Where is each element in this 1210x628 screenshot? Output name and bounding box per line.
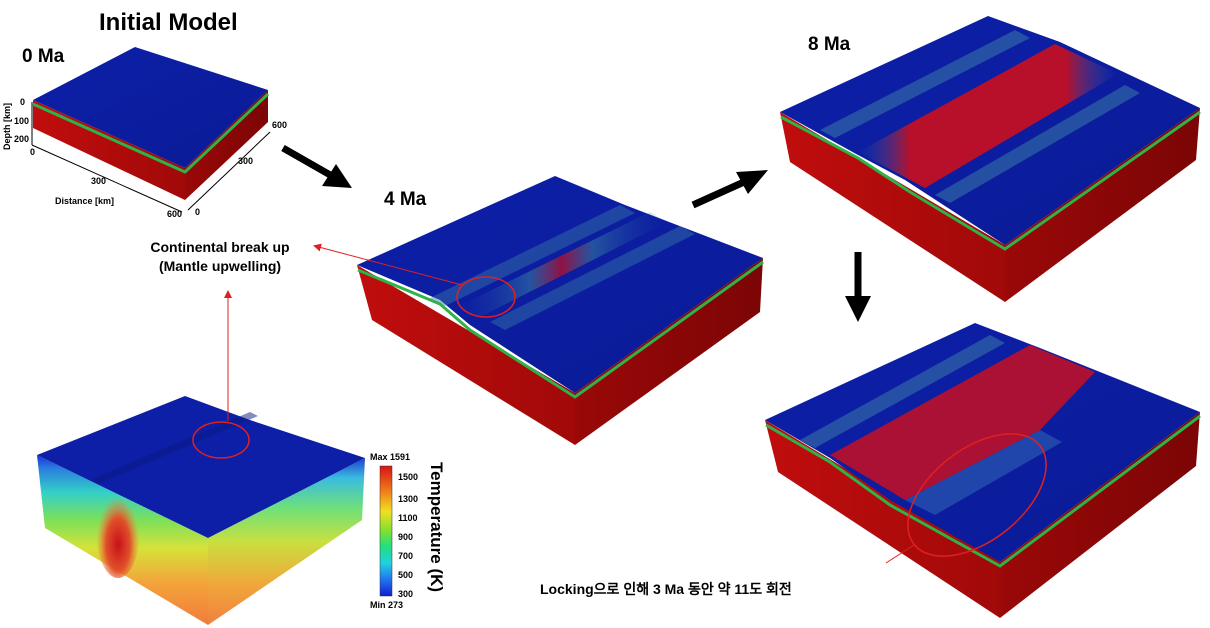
upwelling-highlight-circle: [192, 421, 250, 459]
colorbar-tick-1100: 1100: [398, 513, 418, 523]
block-8ma-front-face: [780, 112, 1005, 302]
depth-axis-label: Depth [km]: [2, 103, 12, 150]
temperature-block-side-face: [208, 458, 365, 625]
block-8ma-shoulder-right: [935, 85, 1140, 203]
colorbar-title: Temperature (K): [427, 462, 446, 593]
side-tick-0: 0: [195, 207, 201, 217]
figure-title: Initial Model: [99, 9, 238, 36]
block-11ma: [765, 323, 1201, 618]
block-4ma-rift-band: [455, 212, 668, 318]
stage-label-0ma: 0 Ma: [22, 46, 65, 67]
depth-tick-0: 0: [20, 97, 26, 107]
callout-pointer-line: [313, 243, 463, 286]
side-axis-line: [187, 131, 271, 211]
rift-highlight-circle-4ma: [456, 276, 516, 318]
depth-tick-100: 100: [14, 116, 30, 126]
colorbar-tick-300: 300: [398, 589, 414, 599]
block-0ma-boundary-line: [32, 92, 270, 174]
stage-label-4ma: 4 Ma: [384, 189, 427, 210]
depth-tick-200: 200: [14, 134, 30, 144]
block-8ma: [780, 16, 1201, 302]
colorbar-min-value: 273: [388, 600, 404, 610]
distance-axis-line: [31, 144, 183, 213]
distance-tick-0: 0: [30, 147, 36, 157]
temperature-block: [37, 396, 365, 625]
colorbar-max-label: Max: [370, 452, 388, 462]
rotation-highlight-ellipse: [907, 433, 1047, 557]
breakup-callout-line1: Continental break up: [150, 239, 290, 255]
block-11ma-side-face: [1000, 412, 1200, 618]
colorbar-max: Max 1591: [370, 452, 410, 462]
distance-axis-label: Distance [km]: [55, 196, 115, 206]
arrow-8-to-11: [845, 252, 871, 322]
block-0ma-front-face: [33, 100, 185, 200]
block-4ma-side-face: [575, 258, 763, 445]
block-11ma-shoulder-left: [800, 335, 1005, 448]
distance-tick-600: 600: [167, 209, 183, 219]
block-8ma-boundary-line: [780, 110, 1201, 251]
rotation-callout: Locking으로 인해 3 Ma 동안 약 11도 회전: [540, 581, 792, 597]
block-4ma-rift-shoulder-right: [490, 226, 695, 330]
block-0ma-side-face: [185, 90, 268, 200]
colorbar-min: Min 273: [370, 600, 403, 610]
block-8ma-shoulder-left: [820, 30, 1030, 138]
colorbar-tick-1500: 1500: [398, 472, 419, 482]
block-4ma-rift-shoulder-left: [430, 205, 635, 306]
arrow-0-to-4: [281, 144, 352, 188]
mantle-plume-shape: [96, 482, 140, 578]
block-4ma-boundary-line: [357, 260, 764, 399]
colorbar-max-value: 1591: [390, 452, 411, 462]
breakup-callout-line2: (Mantle upwelling): [158, 258, 282, 274]
block-0ma: [31, 47, 271, 213]
block-4ma-front-face: [357, 265, 575, 445]
colorbar-gradient: [379, 465, 393, 597]
block-4ma: [357, 176, 764, 445]
side-tick-600: 600: [272, 120, 288, 130]
side-tick-300: 300: [238, 156, 254, 166]
temperature-block-surface-trough: [90, 412, 258, 484]
block-11ma-boundary-line: [765, 414, 1201, 568]
block-0ma-top-face: [33, 47, 268, 168]
block-8ma-rift-band: [858, 44, 1118, 188]
block-11ma-rift-band: [830, 345, 1095, 500]
block-8ma-side-face: [1005, 108, 1200, 302]
temperature-block-top-face: [37, 396, 365, 538]
block-4ma-top-face: [357, 176, 763, 393]
arrow-4-to-8: [691, 170, 768, 209]
colorbar-tick-700: 700: [398, 551, 414, 561]
block-11ma-front-face: [765, 420, 1000, 618]
colorbar-tick-1300: 1300: [398, 494, 419, 504]
rotation-pointer-line: [885, 544, 915, 564]
distance-tick-300: 300: [91, 176, 107, 186]
colorbar-min-label: Min: [370, 600, 386, 610]
block-11ma-rotated-segment: [905, 430, 1062, 515]
breakup-callout: Continental break up (Mantle upwelling): [140, 238, 300, 276]
colorbar-tick-500: 500: [398, 570, 414, 580]
stage-label-8ma: 8 Ma: [808, 34, 851, 55]
colorbar-tick-900: 900: [398, 532, 414, 542]
